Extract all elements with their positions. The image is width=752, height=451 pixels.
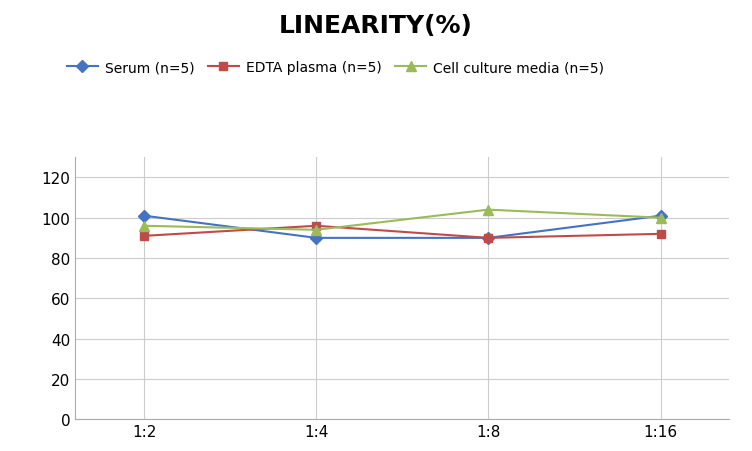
EDTA plasma (n=5) [484,235,493,241]
Line: Serum (n=5): Serum (n=5) [140,212,665,243]
Text: LINEARITY(%): LINEARITY(%) [279,14,473,37]
EDTA plasma (n=5) [312,224,321,229]
Cell culture media (n=5) [312,228,321,233]
EDTA plasma (n=5) [656,232,665,237]
Serum (n=5) [312,235,321,241]
EDTA plasma (n=5) [140,234,149,239]
Serum (n=5) [140,213,149,219]
Line: EDTA plasma (n=5): EDTA plasma (n=5) [140,222,665,243]
Cell culture media (n=5) [140,224,149,229]
Serum (n=5) [484,235,493,241]
Serum (n=5) [656,213,665,219]
Line: Cell culture media (n=5): Cell culture media (n=5) [139,205,666,235]
Cell culture media (n=5) [484,207,493,213]
Legend: Serum (n=5), EDTA plasma (n=5), Cell culture media (n=5): Serum (n=5), EDTA plasma (n=5), Cell cul… [67,61,604,75]
Cell culture media (n=5) [656,216,665,221]
